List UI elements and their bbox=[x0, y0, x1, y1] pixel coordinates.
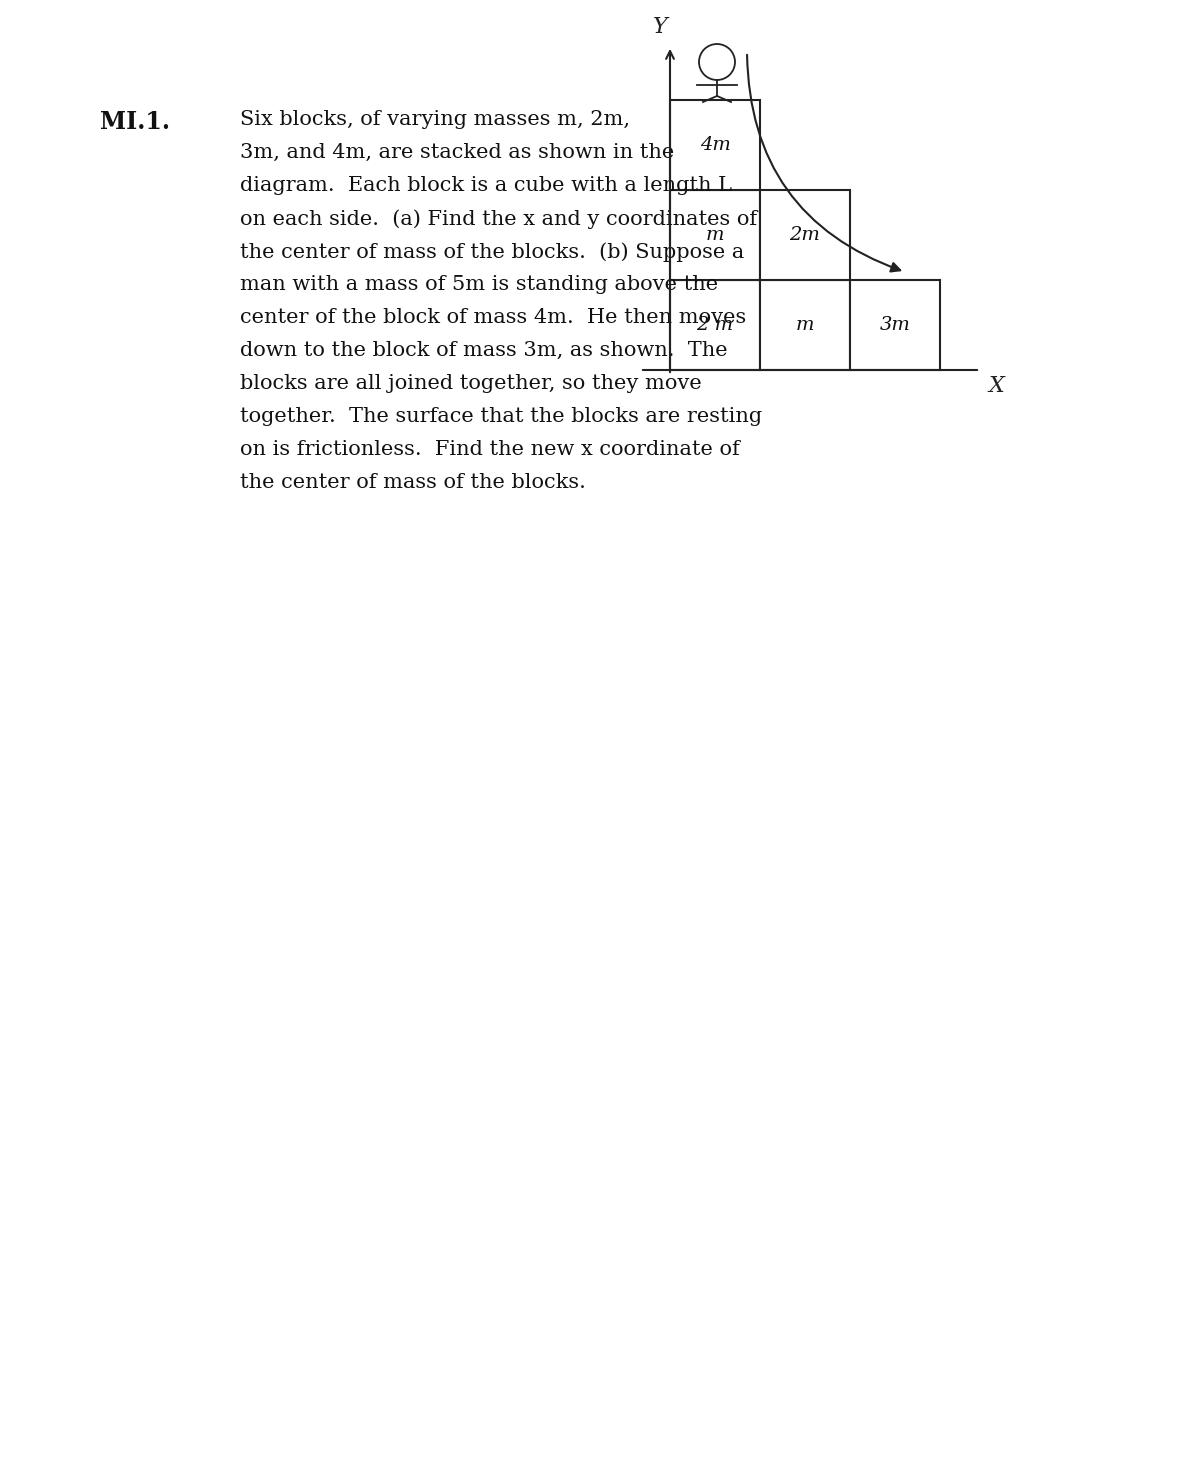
Circle shape bbox=[698, 44, 734, 80]
Text: 3m: 3m bbox=[880, 317, 911, 334]
Text: blocks are all joined together, so they move: blocks are all joined together, so they … bbox=[240, 374, 702, 394]
Text: 2m: 2m bbox=[790, 226, 821, 244]
Text: on each side.  (a) Find the x and y coordinates of: on each side. (a) Find the x and y coord… bbox=[240, 209, 757, 229]
Text: man with a mass of 5m is standing above the: man with a mass of 5m is standing above … bbox=[240, 275, 718, 295]
Text: MI.1.: MI.1. bbox=[100, 110, 170, 135]
Text: center of the block of mass 4m.  He then moves: center of the block of mass 4m. He then … bbox=[240, 308, 746, 327]
Text: the center of mass of the blocks.  (b) Suppose a: the center of mass of the blocks. (b) Su… bbox=[240, 243, 744, 262]
Text: Y: Y bbox=[653, 16, 667, 38]
Bar bbox=[760, 189, 850, 280]
Bar bbox=[670, 101, 760, 189]
Bar bbox=[850, 280, 940, 370]
Text: down to the block of mass 3m, as shown.  The: down to the block of mass 3m, as shown. … bbox=[240, 340, 727, 360]
Text: 4m: 4m bbox=[700, 136, 731, 154]
Text: together.  The surface that the blocks are resting: together. The surface that the blocks ar… bbox=[240, 407, 762, 426]
Bar bbox=[670, 280, 760, 370]
FancyArrowPatch shape bbox=[748, 55, 900, 271]
Text: m: m bbox=[706, 226, 725, 244]
Text: 2 m: 2 m bbox=[696, 317, 733, 334]
Text: Six blocks, of varying masses m, 2m,: Six blocks, of varying masses m, 2m, bbox=[240, 110, 630, 129]
Bar bbox=[760, 280, 850, 370]
Bar bbox=[670, 189, 760, 280]
Text: diagram.  Each block is a cube with a length L: diagram. Each block is a cube with a len… bbox=[240, 176, 732, 195]
Text: X: X bbox=[988, 374, 1004, 397]
Text: the center of mass of the blocks.: the center of mass of the blocks. bbox=[240, 474, 586, 491]
Text: on is frictionless.  Find the new x coordinate of: on is frictionless. Find the new x coord… bbox=[240, 440, 739, 459]
Text: 3m, and 4m, are stacked as shown in the: 3m, and 4m, are stacked as shown in the bbox=[240, 144, 674, 161]
Text: m: m bbox=[796, 317, 815, 334]
